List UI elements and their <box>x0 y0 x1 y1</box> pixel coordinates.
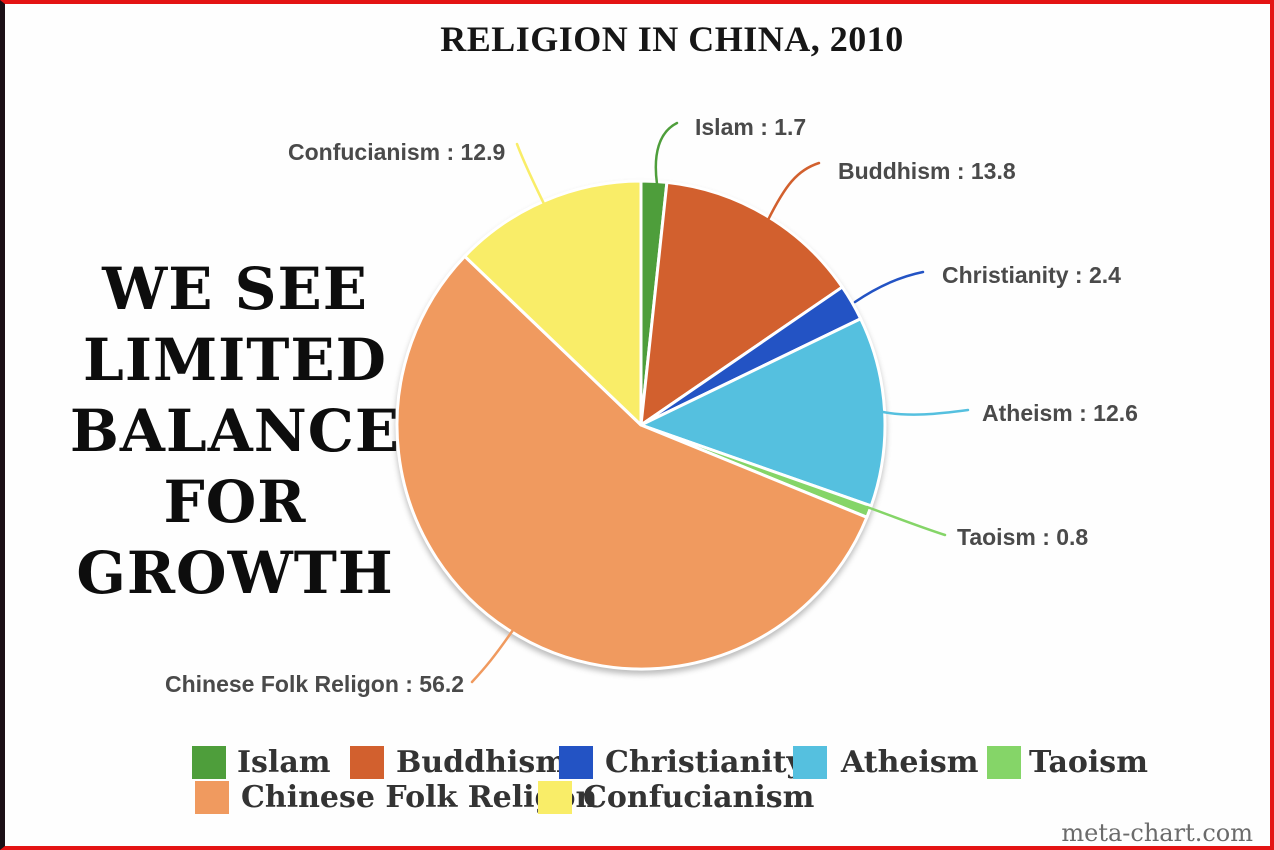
leader-line-islam <box>654 121 679 186</box>
leader-line-folk <box>470 628 515 684</box>
slice-label-buddhism: Buddhism : 13.8 <box>838 158 1016 184</box>
leader-line-taoism <box>865 505 947 537</box>
leader-line-confucianism <box>515 142 553 220</box>
statement-line: BALANCE <box>69 397 401 465</box>
slice-label-islam: Islam : 1.7 <box>695 114 807 140</box>
pie-slice-buddhism <box>639 180 844 427</box>
pie-chart <box>395 121 970 684</box>
slice-label-taoism: Taoism : 0.8 <box>957 524 1089 550</box>
pie-slice-chinese-folk-religon <box>395 254 869 671</box>
leader-line-buddhism <box>766 161 821 222</box>
slice-label-atheism: Atheism : 12.6 <box>982 400 1138 426</box>
statement-line: LIMITED <box>83 326 387 394</box>
watermark: meta-chart.com <box>1061 819 1253 847</box>
pie-slices-group <box>395 179 887 671</box>
statement-line: GROWTH <box>76 539 394 607</box>
leader-line-atheism <box>881 408 970 416</box>
statement-line: WE SEE <box>102 255 368 323</box>
slice-label-chinese-folk-religon: Chinese Folk Religon : 56.2 <box>165 671 465 697</box>
page-title: RELIGION IN CHINA, 2010 <box>440 19 904 59</box>
statement-text: WE SEE LIMITED BALANCE FOR GROWTH <box>25 254 445 609</box>
slice-label-christianity: Christianity : 2.4 <box>942 262 1121 288</box>
pie-slice-confucianism <box>463 179 643 427</box>
leader-line-christianity <box>853 270 925 304</box>
leader-lines-group <box>470 121 970 684</box>
statement-line: FOR <box>163 468 307 536</box>
slice-label-confucianism: Confucianism : 12.9 <box>288 139 506 165</box>
